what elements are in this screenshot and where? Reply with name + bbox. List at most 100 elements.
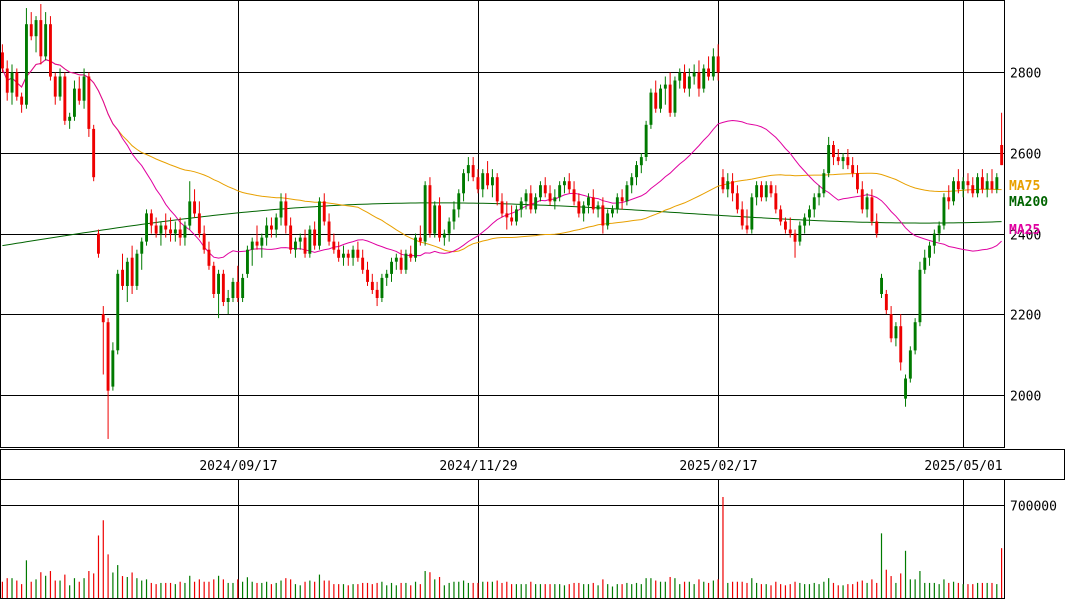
candle-body <box>1000 145 1004 166</box>
candle-body <box>534 197 538 210</box>
candle-body <box>659 88 662 109</box>
candle-body <box>279 201 283 218</box>
candle-body <box>687 76 691 89</box>
candle-body <box>457 193 461 210</box>
candle-body <box>366 269 369 282</box>
candle-body <box>788 229 792 234</box>
candle-body <box>702 68 706 89</box>
candle-body <box>735 193 739 210</box>
ma-legend-label: MA75 <box>1009 179 1040 194</box>
price-tick-label: 2600 <box>1010 148 1041 163</box>
candle-body <box>298 237 302 242</box>
price-tick-label: 2800 <box>1010 67 1041 82</box>
candle-body <box>399 257 403 270</box>
candle-body <box>265 225 269 238</box>
candle-body <box>154 225 158 234</box>
candle-body <box>769 185 773 194</box>
candle-body <box>250 241 254 250</box>
candle-body <box>289 225 293 250</box>
candle-body <box>226 298 230 302</box>
candle-body <box>884 294 888 311</box>
candle-body <box>73 88 76 117</box>
candle-body <box>294 241 297 250</box>
candle-body <box>865 197 869 210</box>
candle-body <box>121 269 124 286</box>
candle-body <box>553 197 557 202</box>
candle-body <box>980 177 984 190</box>
candle-body <box>529 193 533 210</box>
candle-body <box>476 177 480 190</box>
candle-body <box>577 201 581 214</box>
ma75-line <box>1 59 1002 253</box>
candle-body <box>178 229 182 238</box>
candle-body <box>731 181 734 194</box>
candle-body <box>755 185 759 198</box>
candle-body <box>808 209 811 218</box>
candle-body <box>491 177 494 186</box>
candle-body <box>159 225 163 234</box>
candle-body <box>750 197 754 230</box>
candle-body <box>601 205 605 226</box>
candle-body <box>342 253 345 258</box>
candle-body <box>841 157 845 162</box>
candle-body <box>303 237 307 254</box>
candle-body <box>495 177 499 202</box>
candle-body <box>404 253 408 270</box>
candle-body <box>380 277 384 298</box>
candle-body <box>519 201 523 210</box>
candle-body <box>875 221 879 234</box>
candle-body <box>260 237 264 246</box>
candle-body <box>803 217 807 226</box>
candle-body <box>587 197 590 206</box>
candle-body <box>500 201 504 214</box>
candle-body <box>798 225 802 242</box>
candle-body <box>639 157 643 166</box>
candle-body <box>947 197 951 202</box>
candle-body <box>140 241 144 254</box>
candle-body <box>428 185 432 234</box>
candle-body <box>625 185 629 202</box>
candle-body <box>563 181 566 186</box>
candle-body <box>385 273 389 278</box>
candle-body <box>462 173 465 194</box>
candle-body <box>447 221 451 234</box>
candle-body <box>548 193 552 202</box>
candle-body <box>635 165 638 178</box>
candle-body <box>678 72 682 81</box>
candle-body <box>327 221 331 242</box>
date-tick-label: 2024/09/17 <box>199 459 277 474</box>
candle-body <box>39 20 43 57</box>
candle-body <box>274 217 278 230</box>
candle-body <box>649 92 653 125</box>
candle-body <box>817 193 821 198</box>
candle-body <box>630 177 634 186</box>
date-tick-label: 2025/05/01 <box>924 459 1002 474</box>
candle-body <box>697 72 701 89</box>
candle-body <box>471 165 475 178</box>
candle-body <box>543 185 547 194</box>
candle-body <box>25 24 28 105</box>
candle-body <box>966 181 970 186</box>
candle-body <box>923 257 927 270</box>
candle-body <box>827 145 831 174</box>
candle-body <box>217 273 220 294</box>
candle-body <box>832 145 835 158</box>
candle-body <box>644 124 648 157</box>
candle-body <box>961 181 965 190</box>
candle-body <box>976 177 979 194</box>
candle-body <box>784 221 787 230</box>
candle-body <box>774 193 778 210</box>
candle-body <box>221 273 225 302</box>
volume-panel: 700000 <box>0 479 1057 599</box>
candle-body <box>433 205 437 234</box>
candle-body <box>707 68 710 77</box>
candle-body <box>889 314 893 339</box>
candle-body <box>318 201 321 246</box>
candle-body <box>942 197 946 226</box>
volume-frame <box>0 479 1005 599</box>
date-tick-label: 2024/11/29 <box>439 459 517 474</box>
candle-body <box>346 253 350 258</box>
candle-body <box>990 181 994 190</box>
candle-body <box>92 128 96 178</box>
